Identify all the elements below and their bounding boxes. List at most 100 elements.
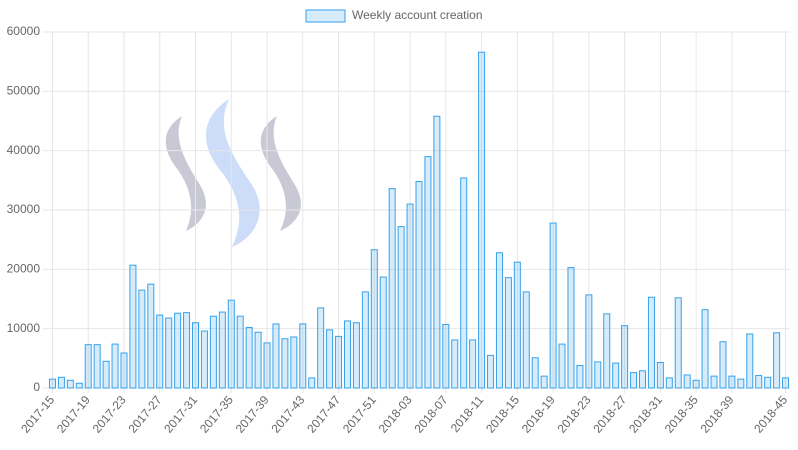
x-tick-label: 2018-07 — [412, 393, 451, 436]
bar — [674, 297, 682, 389]
bar — [343, 320, 351, 389]
bar — [683, 374, 691, 389]
x-tick-label: 2017-19 — [54, 393, 93, 436]
bar — [630, 372, 638, 389]
bar — [317, 307, 325, 389]
bar — [57, 376, 65, 389]
bar — [755, 375, 763, 389]
bar — [84, 344, 92, 389]
bar — [308, 377, 316, 389]
bar — [495, 252, 503, 389]
x-tick-label: 2018-27 — [590, 393, 629, 436]
bar — [638, 370, 646, 389]
bar — [48, 378, 56, 389]
bar — [451, 339, 459, 389]
bar — [272, 323, 280, 389]
bar — [728, 375, 736, 389]
bar — [746, 333, 754, 389]
bar — [147, 283, 155, 389]
y-tick-label: 60000 — [7, 24, 41, 38]
y-tick-label: 40000 — [7, 143, 41, 157]
bar — [442, 324, 450, 389]
x-tick-label: 2017-39 — [233, 393, 272, 436]
x-tick-label: 2017-27 — [125, 393, 164, 436]
bar — [183, 312, 191, 389]
bar — [361, 291, 369, 389]
bar — [504, 277, 512, 389]
x-tick-label: 2017-15 — [18, 393, 57, 436]
bar — [174, 312, 182, 389]
bar — [290, 336, 298, 389]
bar — [549, 222, 557, 389]
bar — [665, 377, 673, 389]
x-tick-label: 2018-03 — [376, 393, 415, 436]
bar — [120, 352, 128, 389]
bar — [656, 361, 664, 389]
bar — [764, 376, 772, 389]
bar — [567, 267, 575, 389]
x-tick-label: 2018-23 — [555, 393, 594, 436]
x-tick-label: 2017-51 — [340, 393, 379, 436]
bar — [612, 362, 620, 389]
y-tick-label: 30000 — [7, 202, 41, 216]
y-tick-label: 20000 — [7, 262, 41, 276]
bar — [66, 379, 74, 389]
y-tick-label: 50000 — [7, 84, 41, 98]
bar — [522, 291, 530, 389]
bar — [576, 364, 584, 389]
x-tick-label: 2018-45 — [751, 393, 790, 436]
legend-swatch — [305, 9, 346, 23]
bar — [93, 344, 101, 389]
bar — [621, 325, 629, 389]
bar — [352, 322, 360, 389]
y-tick-label: 0 — [33, 380, 40, 394]
bar — [647, 296, 655, 389]
bar — [129, 264, 137, 389]
bar — [326, 329, 334, 389]
bar — [218, 311, 226, 389]
bar — [102, 360, 110, 389]
bar — [379, 276, 387, 389]
x-tick-label: 2018-35 — [662, 393, 701, 436]
x-tick-label: 2018-19 — [519, 393, 558, 436]
bar — [227, 299, 235, 389]
bar — [460, 177, 468, 389]
bar — [433, 115, 441, 389]
x-tick-label: 2018-15 — [483, 393, 522, 436]
bar — [111, 343, 119, 389]
bar — [782, 377, 790, 389]
x-tick-label: 2018-31 — [626, 393, 665, 436]
bar — [236, 315, 244, 389]
bar — [281, 338, 289, 389]
bar — [406, 203, 414, 389]
y-tick-label: 10000 — [7, 321, 41, 335]
legend-label: Weekly account creation — [352, 8, 483, 22]
bar — [299, 323, 307, 389]
bar — [424, 156, 432, 389]
bar — [773, 332, 781, 389]
bar — [200, 330, 208, 389]
bar — [513, 261, 521, 389]
x-tick-label: 2018-39 — [698, 393, 737, 436]
bar — [388, 188, 396, 389]
bar — [415, 181, 423, 389]
bar — [558, 343, 566, 389]
x-tick-label: 2017-47 — [304, 393, 343, 436]
bar — [487, 354, 495, 389]
bar — [138, 289, 146, 389]
bar — [710, 375, 718, 389]
x-tick-label: 2017-23 — [90, 393, 129, 436]
bar — [469, 339, 477, 389]
bar — [370, 249, 378, 389]
bar — [531, 357, 539, 389]
bar — [594, 361, 602, 389]
bar — [585, 294, 593, 389]
x-tick-label: 2018-11 — [448, 393, 487, 435]
bar — [263, 342, 271, 389]
bar — [737, 378, 745, 389]
bar — [335, 335, 343, 389]
bar — [701, 309, 709, 389]
x-tick-label: 2017-43 — [268, 393, 307, 436]
x-tick-label: 2017-31 — [161, 393, 200, 436]
